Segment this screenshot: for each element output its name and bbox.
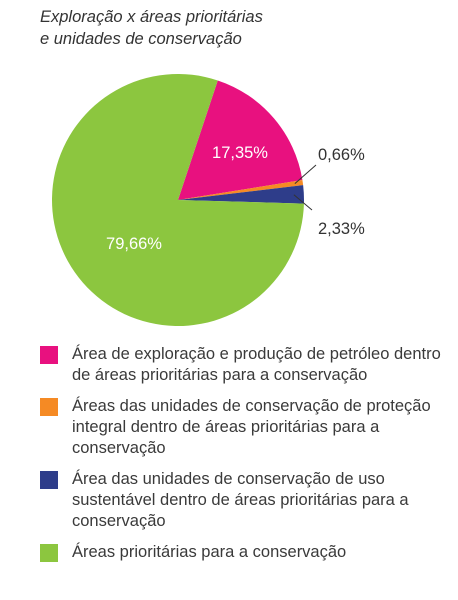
legend: Área de exploração e produção de petróle… bbox=[40, 344, 450, 573]
slice-sustainable-use bbox=[178, 185, 304, 204]
legend-item-priority-areas: Áreas prioritárias para a conservação bbox=[40, 542, 450, 563]
legend-swatch-integral-protection bbox=[40, 398, 58, 416]
legend-label-exploration: Área de exploração e produção de petróle… bbox=[72, 345, 441, 384]
slice-priority-areas bbox=[52, 73, 304, 326]
data-label-integral-protection: 0,66% bbox=[318, 146, 365, 164]
legend-swatch-priority-areas bbox=[40, 544, 58, 562]
data-label-sustainable-use: 2,33% bbox=[318, 220, 365, 238]
data-label-exploration: 17,35% bbox=[212, 144, 268, 162]
legend-swatch-exploration bbox=[40, 346, 58, 364]
legend-item-exploration: Área de exploração e produção de petróle… bbox=[40, 344, 450, 386]
chart-title-line-2: e unidades de conservação bbox=[40, 30, 242, 48]
chart-title-line-1: Exploração x áreas prioritárias bbox=[40, 8, 263, 26]
legend-label-sustainable-use: Área das unidades de conservação de uso … bbox=[72, 470, 409, 530]
legend-label-priority-areas: Áreas prioritárias para a conservação bbox=[72, 543, 347, 561]
data-label-priority-areas: 79,66% bbox=[106, 235, 162, 253]
chart-title: Exploração x áreas prioritárias e unidad… bbox=[40, 6, 440, 50]
legend-item-sustainable-use: Área das unidades de conservação de uso … bbox=[40, 469, 450, 532]
leader-line-integral-protection bbox=[294, 164, 317, 185]
slice-integral-protection bbox=[178, 179, 304, 200]
legend-label-integral-protection: Áreas das unidades de conservação de pro… bbox=[72, 397, 431, 457]
slice-exploration bbox=[178, 80, 303, 200]
leader-line-sustainable-use bbox=[293, 194, 313, 211]
legend-swatch-sustainable-use bbox=[40, 471, 58, 489]
pie-chart: 17,35% 79,66% 0,66% 2,33% bbox=[52, 73, 365, 326]
legend-item-integral-protection: Áreas das unidades de conservação de pro… bbox=[40, 396, 450, 459]
